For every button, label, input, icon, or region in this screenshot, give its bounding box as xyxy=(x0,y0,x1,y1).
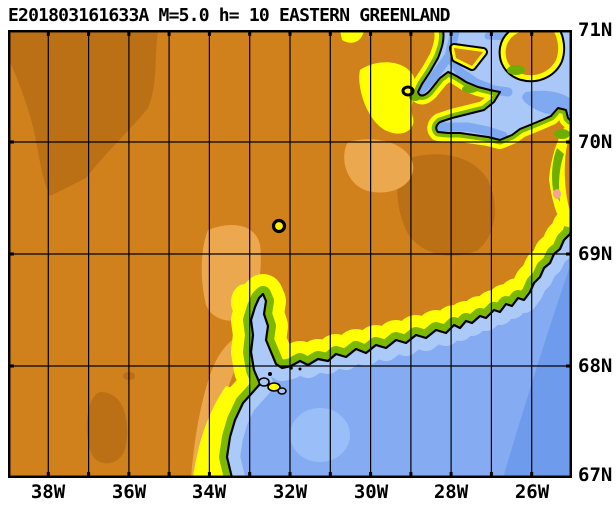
lon-label-34w: 34W xyxy=(191,481,227,503)
fjord-island xyxy=(449,43,488,71)
map-canvas xyxy=(7,21,592,498)
lon-label-30w: 30W xyxy=(353,481,389,503)
lon-label-26w: 26W xyxy=(514,481,550,503)
lat-label-71n: 71N xyxy=(578,19,613,41)
lat-label-70n: 70N xyxy=(578,131,613,153)
lon-label-38w: 38W xyxy=(30,481,66,503)
map-border xyxy=(7,29,573,479)
topographic-map xyxy=(7,21,592,498)
lat-label-67n: 67N xyxy=(578,464,613,486)
lon-label-32w: 32W xyxy=(272,481,308,503)
coastal-islets xyxy=(258,366,302,395)
elevation-high-patches xyxy=(8,30,495,464)
epicenter-marker xyxy=(271,218,287,234)
lon-label-28w: 28W xyxy=(433,481,469,503)
lat-label-68n: 68N xyxy=(578,355,613,377)
lat-label-69n: 69N xyxy=(578,243,613,265)
frame-ticks xyxy=(8,30,572,478)
pink-lowland-spot xyxy=(553,189,561,199)
graticule-parallels xyxy=(8,141,572,367)
map-title: E201803161633A M=5.0 h= 10 EASTERN GREEN… xyxy=(8,5,450,26)
lon-label-36w: 36W xyxy=(111,481,147,503)
